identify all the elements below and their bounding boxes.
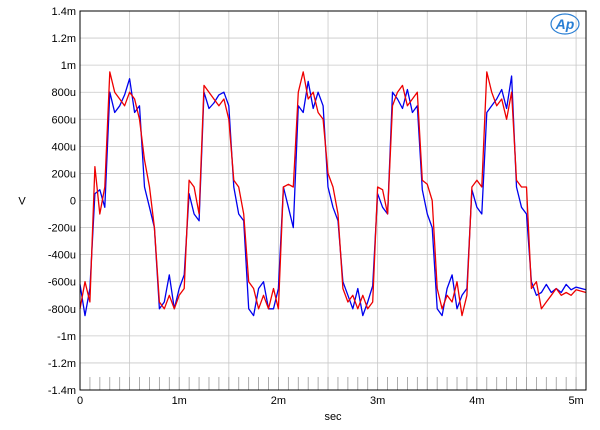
y-tick-label: 200u [52, 168, 76, 180]
y-tick-label: 0 [70, 196, 76, 208]
y-tick-labels: 1.4m 1.2m 1m 800u 600u 400u 200u 0 -200u -400u -60… [48, 6, 76, 397]
y-tick-label: -200u [48, 223, 76, 235]
x-tick-label: 0 [77, 395, 83, 407]
y-tick-label: 1.2m [52, 33, 76, 45]
ap-logo: Ap [550, 13, 580, 35]
y-tick-label: 600u [52, 114, 76, 126]
series-line-2 [79, 71, 587, 317]
x-tick-label: 4m [469, 395, 484, 407]
y-tick-label: 400u [52, 141, 76, 153]
y-tick-label: 800u [52, 87, 76, 99]
y-tick-label: 1m [61, 60, 76, 72]
x-tick-label: 2m [271, 395, 286, 407]
y-tick-label: -400u [48, 250, 76, 262]
y-tick-label: 1.4m [52, 6, 76, 18]
y-tick-label: -1.2m [48, 358, 76, 370]
plot-frame [79, 10, 587, 391]
series-line-1 [79, 75, 587, 317]
x-axis-label: sec [324, 411, 342, 423]
y-tick-label: -1m [57, 331, 76, 343]
x-tick-labels: 0 1m 2m 3m 4m 5m [77, 395, 584, 407]
x-tick-label: 5m [568, 395, 583, 407]
y-tick-label: -800u [48, 304, 76, 316]
grid [79, 10, 586, 391]
axis-ticks [89, 377, 577, 390]
y-tick-label: -600u [48, 277, 76, 289]
y-axis-label: V [18, 196, 26, 208]
series-group [79, 71, 587, 317]
y-tick-label: -1.4m [48, 385, 76, 397]
x-tick-label: 1m [172, 395, 187, 407]
logo-text: Ap [555, 16, 575, 32]
x-tick-label: 3m [370, 395, 385, 407]
